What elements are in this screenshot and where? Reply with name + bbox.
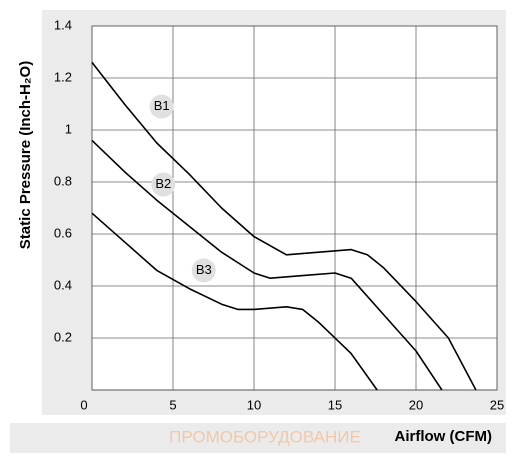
curve-label: B1: [154, 98, 170, 113]
curve: [91, 139, 443, 391]
curve: [91, 61, 477, 391]
curve-label: B3: [196, 262, 212, 277]
x-tick-label: 20: [409, 397, 423, 412]
x-tick-label: 5: [169, 397, 176, 412]
curve-label-bg: [149, 94, 174, 119]
y-tick-label: 0.2: [54, 329, 72, 344]
y-axis-title: Static Pressure (Inch-H₂O): [17, 61, 34, 249]
y-tick-label: 0.8: [54, 173, 72, 188]
label-band: [10, 423, 506, 453]
curve-label: B2: [155, 176, 171, 191]
curve: [91, 212, 378, 391]
y-tick-label: 1.2: [54, 69, 72, 84]
plot-area: [91, 25, 498, 391]
x-tick-label: 0: [80, 397, 87, 412]
x-tick-label: 25: [490, 397, 504, 412]
y-tick-label: 0.6: [54, 225, 72, 240]
x-axis-title: Airflow (CFM): [395, 428, 492, 445]
watermark: ПРОМОБОРУДОВАНИЕ: [169, 427, 361, 446]
curve-label-bg: [191, 258, 216, 283]
curve-label-bg: [151, 172, 176, 197]
y-tick-label: 0.4: [54, 277, 72, 292]
y-tick-label: 1: [65, 121, 72, 136]
y-tick-label: 1.4: [54, 17, 72, 32]
x-tick-label: 15: [328, 397, 342, 412]
x-tick-label: 10: [247, 397, 261, 412]
